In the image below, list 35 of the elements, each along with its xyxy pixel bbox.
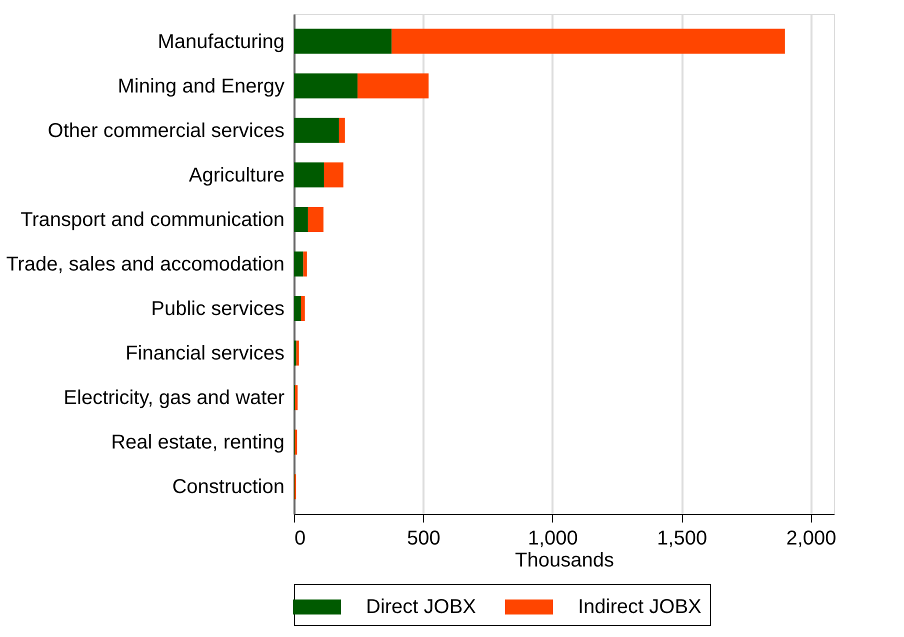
bar [392,28,785,54]
x-axis-title: Thousands [515,550,614,572]
y-tick-label: Other commercial services [48,120,284,142]
y-tick-label: Electricity, gas and water [64,387,285,410]
bar [338,118,345,143]
y-tick-label: Public services [151,298,284,320]
y-tick-label: Trade, sales and accomodation [6,254,284,276]
bar [294,118,339,143]
legend-label: Direct JOBX [366,596,476,618]
bar [294,73,358,98]
y-tick-label: Manufacturing [158,30,284,53]
y-tick-label: Real estate, renting [111,432,284,454]
bar [294,252,304,276]
bar [294,296,301,322]
bar [295,385,298,410]
x-tick-label: 2,000 [786,528,836,550]
y-tick-label: Construction [172,476,284,498]
legend-label: Indirect JOBX [578,596,702,618]
bar [324,162,344,188]
x-tick-label: 500 [407,528,440,550]
bar [294,162,324,188]
bar [294,28,392,54]
x-tick-label: 1,500 [657,528,708,550]
x-tick-label: 0 [294,528,306,550]
y-tick-label: Mining and Energy [118,75,284,98]
bar [294,206,308,232]
y-tick-label: Financial services [126,342,284,365]
bar [296,340,299,366]
x-tick-label: 1,000 [528,528,578,550]
y-tick-label: Agriculture [188,164,284,186]
bar [358,73,429,98]
y-tick-label: Transport and communication [20,208,284,231]
bar [300,296,305,322]
bar [303,252,307,276]
bar [308,206,324,232]
